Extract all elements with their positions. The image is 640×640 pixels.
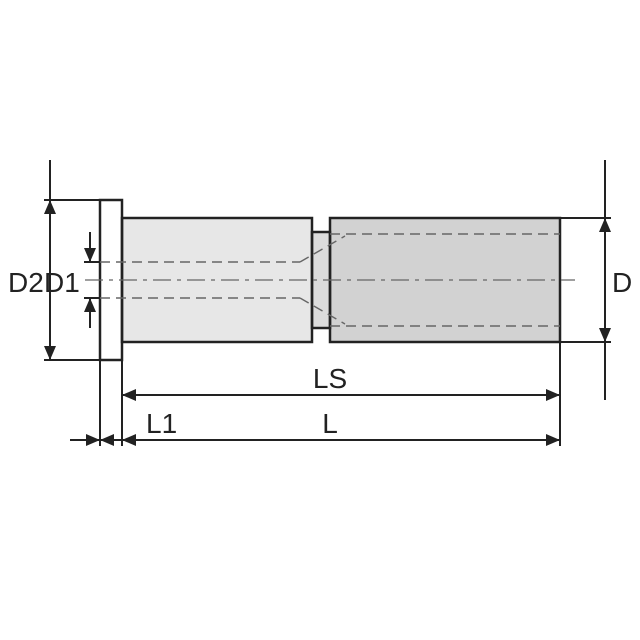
label-LS: LS (313, 363, 347, 394)
barrel-left (122, 218, 312, 342)
label-L: L (322, 408, 338, 439)
label-D: D (612, 267, 632, 298)
dimension-drawing: D2 D1 D LS L L1 (0, 0, 640, 640)
dim-D2: D2 (8, 160, 100, 360)
dim-LS: LS (122, 363, 560, 401)
label-D2: D2 (8, 267, 44, 298)
dim-D: D (599, 160, 632, 400)
label-D1: D1 (44, 267, 80, 298)
label-L1: L1 (146, 408, 177, 439)
